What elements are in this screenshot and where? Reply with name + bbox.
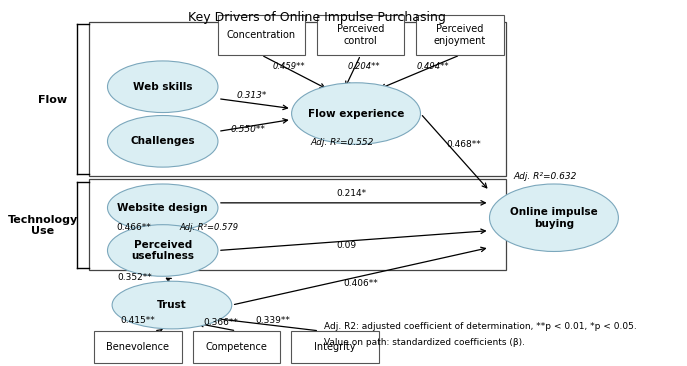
Text: 0.468**: 0.468**	[447, 140, 481, 149]
Text: 0.415**: 0.415**	[120, 317, 155, 325]
Text: Perceived
enjoyment: Perceived enjoyment	[434, 24, 486, 46]
Text: 0.352**: 0.352**	[117, 273, 153, 282]
FancyBboxPatch shape	[192, 331, 280, 363]
Text: 0.366**: 0.366**	[203, 318, 238, 328]
Text: Concentration: Concentration	[227, 30, 296, 40]
Ellipse shape	[107, 116, 218, 167]
Text: Perceived
usefulness: Perceived usefulness	[131, 240, 194, 261]
Text: 0.313*: 0.313*	[237, 91, 267, 100]
Ellipse shape	[107, 61, 218, 112]
Text: Integrity: Integrity	[314, 342, 356, 352]
FancyBboxPatch shape	[94, 331, 181, 363]
Text: Trust: Trust	[157, 300, 187, 310]
Text: Website design: Website design	[117, 203, 208, 213]
Text: Online impulse
buying: Online impulse buying	[510, 207, 598, 228]
Text: Key Drivers of Online Impulse Purchasing: Key Drivers of Online Impulse Purchasing	[188, 11, 447, 24]
Text: Adj. R²=0.632: Adj. R²=0.632	[513, 172, 576, 180]
Text: 0.204**: 0.204**	[347, 62, 380, 71]
Text: Perceived
control: Perceived control	[337, 24, 384, 46]
Text: Flow experience: Flow experience	[308, 109, 404, 119]
Ellipse shape	[107, 225, 218, 276]
Text: Benevolence: Benevolence	[106, 342, 170, 352]
Text: 0.459**: 0.459**	[273, 62, 305, 71]
Text: Adj. R²=0.579: Adj. R²=0.579	[179, 223, 238, 232]
Text: Value on path: standardized coefficients (β).: Value on path: standardized coefficients…	[324, 338, 525, 347]
Text: 0.09: 0.09	[337, 241, 357, 250]
Text: Adj. R2: adjusted coefficient of determination, **p < 0.01, *p < 0.05.: Adj. R2: adjusted coefficient of determi…	[324, 322, 637, 331]
FancyBboxPatch shape	[416, 15, 504, 55]
Ellipse shape	[291, 83, 420, 144]
FancyBboxPatch shape	[218, 15, 305, 55]
FancyBboxPatch shape	[291, 331, 379, 363]
Text: 0.214*: 0.214*	[337, 190, 366, 198]
FancyBboxPatch shape	[317, 15, 405, 55]
Ellipse shape	[490, 184, 618, 251]
Text: Challenges: Challenges	[131, 136, 195, 146]
Ellipse shape	[112, 281, 232, 329]
Text: Adj. R²=0.552: Adj. R²=0.552	[311, 138, 374, 147]
Text: Technology
Use: Technology Use	[8, 215, 78, 236]
Text: Competence: Competence	[205, 342, 267, 352]
Text: 0.550**: 0.550**	[231, 125, 266, 134]
Bar	[89, 22, 506, 176]
Text: Web skills: Web skills	[133, 82, 192, 92]
Bar	[89, 179, 506, 270]
Text: 0.466**: 0.466**	[116, 223, 150, 232]
Text: 0.339**: 0.339**	[256, 317, 291, 325]
Text: 0.494**: 0.494**	[416, 62, 449, 71]
Text: 0.406**: 0.406**	[344, 279, 378, 288]
Text: Flow: Flow	[38, 95, 67, 105]
Ellipse shape	[107, 184, 218, 232]
